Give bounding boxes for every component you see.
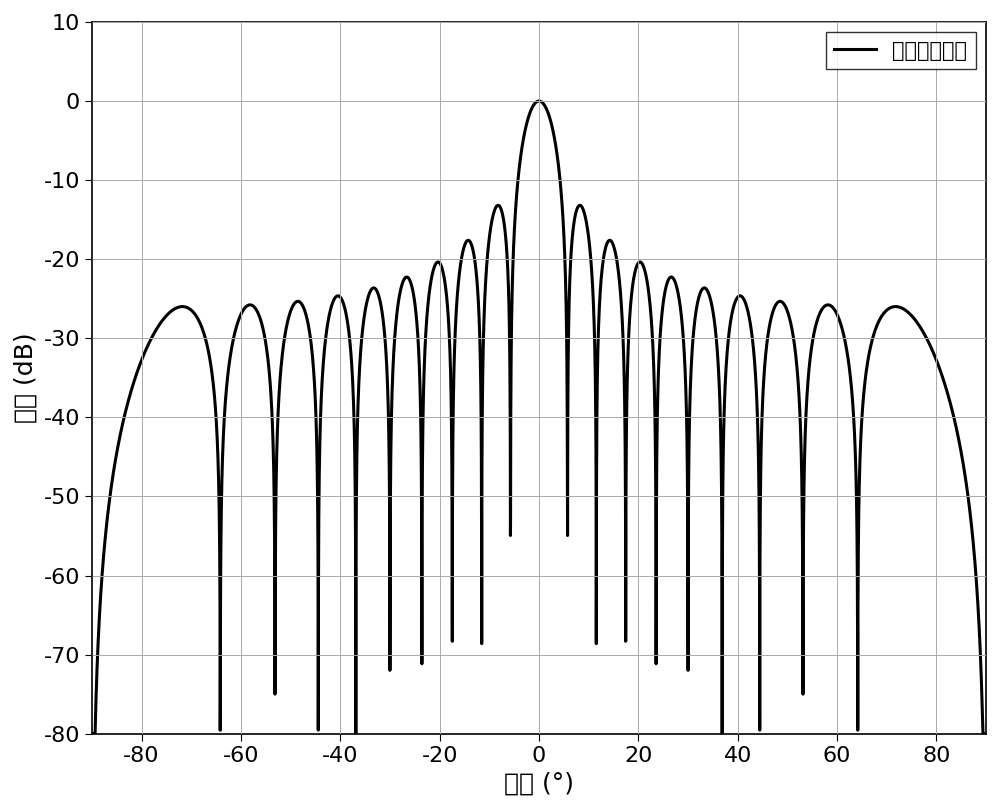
Line: 传统波束形成: 传统波束形成 [92,101,986,734]
传统波束形成 [797,571,809,581]
传统波束形成 [410,305,422,315]
传统波束形成 [654,332,666,341]
传统波束形成 [749,362,761,371]
Y-axis label: 幅度 (dB): 幅度 (dB) [14,332,38,423]
Legend: 传统波束形成: 传统波束形成 [826,32,976,69]
X-axis label: 角度 (°): 角度 (°) [504,771,574,795]
传统波束形成 [86,729,98,739]
传统波束形成 [533,96,545,106]
传统波束形成 [615,296,627,306]
传统波束形成 [131,368,143,378]
传统波束形成 [980,729,992,739]
